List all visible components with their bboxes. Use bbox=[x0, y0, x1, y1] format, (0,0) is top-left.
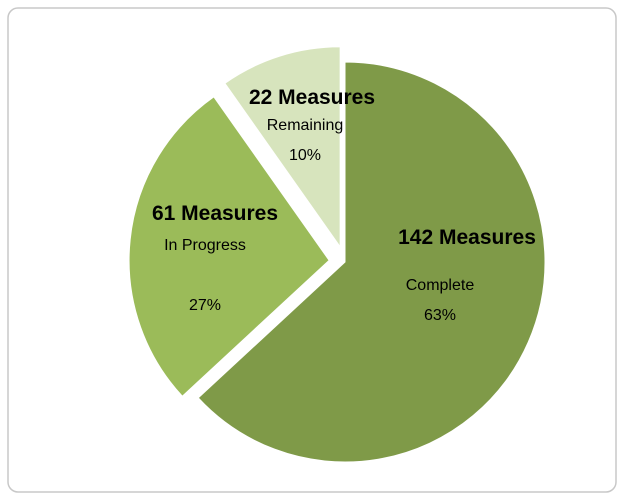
pie-slice bbox=[224, 46, 341, 249]
slice-value-label: 142 Measures bbox=[398, 226, 536, 249]
slice-value-label: 61 Measures bbox=[151, 202, 279, 225]
slice-percent-label: 63% bbox=[423, 307, 457, 324]
slice-value-label: 22 Measures bbox=[248, 86, 376, 109]
pie-slice bbox=[197, 61, 546, 463]
slice-category-label: In Progress bbox=[164, 237, 246, 254]
slice-percent-label: 27% bbox=[188, 297, 222, 314]
pie-slice bbox=[128, 96, 330, 397]
slice-category-label: Remaining bbox=[266, 117, 344, 134]
slice-category-label: Complete bbox=[405, 277, 475, 294]
slice-percent-label: 10% bbox=[288, 147, 322, 164]
